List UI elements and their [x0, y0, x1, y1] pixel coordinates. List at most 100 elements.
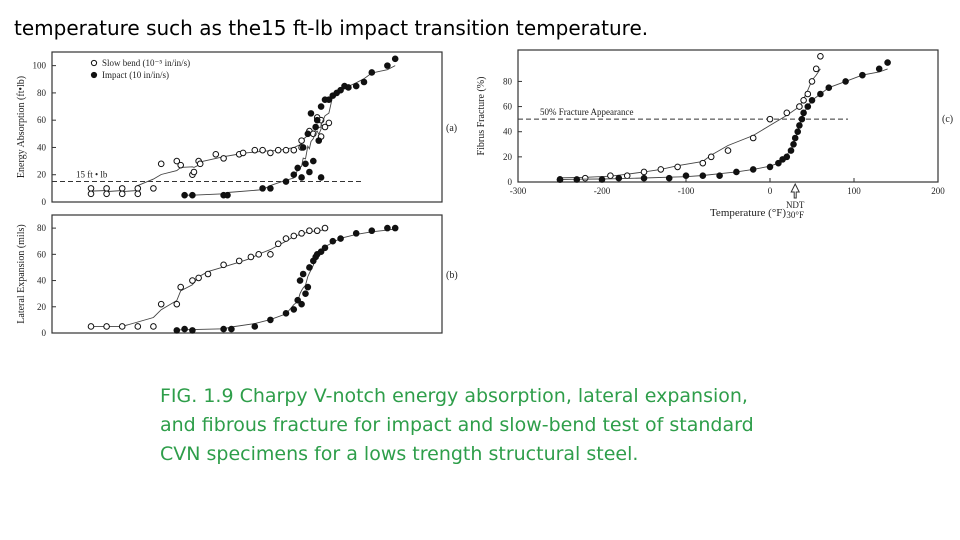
y-tick-label: 80: [37, 223, 47, 233]
slow-bend-point: [325, 119, 333, 127]
slow-bend-point: [313, 227, 321, 235]
slow-bend-point: [134, 185, 142, 192]
slow-bend-point: [321, 123, 329, 131]
impact-point: [800, 109, 807, 117]
threshold-annotation: 15 ft • lb: [76, 170, 108, 180]
slow-bend-point: [173, 157, 181, 165]
slow-bend-point: [298, 137, 305, 144]
impact-point: [384, 62, 391, 69]
impact-point: [790, 140, 797, 148]
y-tick-label: 80: [503, 76, 513, 86]
impact-point: [325, 96, 333, 104]
impact-point: [859, 71, 866, 79]
slow-bend-point: [796, 103, 803, 110]
impact-point: [384, 224, 391, 232]
impact-point: [267, 185, 274, 192]
y-tick-label: 20: [37, 170, 47, 180]
impact-point: [302, 160, 309, 168]
impact-point: [296, 277, 304, 284]
impact-point: [783, 153, 791, 161]
slow-bend-point: [274, 146, 282, 154]
plot-frame: [51, 51, 443, 203]
y-axis-label: Fibrus Fracture (%): [476, 77, 487, 156]
impact-point: [290, 171, 298, 179]
impact-point: [794, 128, 802, 136]
y-axis-label: Lateral Expansion (mils): [16, 224, 27, 323]
impact-point: [173, 327, 181, 334]
threshold-annotation: 50% Fracture Appearance: [540, 107, 633, 117]
slow-bend-point: [150, 185, 157, 192]
impact-point: [317, 248, 325, 256]
slow-bend-point: [783, 109, 791, 117]
slow-bend-point: [274, 240, 282, 248]
impact-point: [337, 86, 344, 94]
impact-point: [749, 166, 757, 173]
impact-point: [368, 227, 376, 235]
impact-point: [682, 172, 690, 180]
y-tick-label: 80: [37, 88, 47, 98]
impact-point: [294, 296, 302, 304]
slow-bend-point: [103, 190, 110, 198]
slow-bend-point: [150, 323, 157, 330]
slow-bend-point: [195, 274, 202, 282]
panel-label: (b): [446, 270, 458, 281]
slow-bend-point: [581, 174, 589, 182]
slow-bend-point: [321, 224, 329, 232]
slow-bend-point: [800, 96, 807, 104]
y-tick-label: 40: [503, 127, 513, 137]
impact-point: [312, 123, 319, 131]
slide-header-text: temperature such as the15 ft-lb impact t…: [14, 16, 649, 40]
impact-point: [640, 174, 648, 182]
legend-entry: Impact (10 in/in/s): [102, 70, 169, 80]
legend-entry: Slow bend (10⁻⁵ in/in/s): [102, 58, 190, 68]
slow-bend-point: [699, 159, 707, 167]
slow-bend-point: [259, 146, 266, 154]
impact-point: [282, 178, 290, 185]
impact-point: [884, 59, 891, 66]
slow-bend-point: [817, 52, 824, 60]
slow-bend-point: [87, 185, 95, 192]
slow-bend-point: [724, 147, 732, 154]
impact-point: [598, 176, 606, 183]
impact-point: [228, 325, 235, 333]
y-tick-label: 60: [37, 249, 47, 259]
slow-bend-point: [282, 235, 290, 242]
impact-point: [556, 176, 564, 183]
impact-point: [302, 290, 309, 297]
impact-point: [391, 224, 399, 232]
slow-bend-point: [298, 230, 305, 237]
impact-point: [294, 164, 302, 172]
slow-bend-point: [118, 185, 126, 192]
slow-bend-point: [103, 323, 110, 330]
y-tick-label: 0: [508, 177, 513, 187]
impact-point: [787, 147, 795, 154]
y-tick-label: 20: [503, 152, 513, 162]
slow-bend-point: [235, 257, 243, 265]
y-tick-label: 40: [37, 276, 47, 286]
impact-point: [808, 96, 816, 104]
impact-point: [307, 110, 315, 117]
slow-bend-point: [189, 277, 196, 284]
impact-point: [181, 191, 188, 199]
impact-point: [259, 185, 266, 192]
impact-point: [220, 325, 227, 333]
slow-bend-point: [306, 227, 313, 235]
impact-point: [321, 244, 329, 252]
slow-bend-point: [157, 160, 165, 168]
impact-point: [573, 176, 581, 183]
y-axis-label: Energy Absorption (ft•lb): [16, 76, 27, 178]
impact-point: [299, 144, 307, 151]
slow-bend-point: [749, 134, 757, 142]
impact-point: [352, 230, 360, 237]
slow-bend-point: [87, 190, 95, 198]
slow-bend-point: [212, 150, 220, 158]
slow-bend-point: [118, 323, 126, 330]
impact-point: [304, 283, 312, 291]
slow-bend-point: [103, 185, 110, 192]
slow-bend-point: [177, 161, 184, 169]
x-tick-label: 100: [847, 186, 861, 196]
slow-bend-point: [196, 160, 204, 168]
impact-point: [224, 191, 231, 199]
impact-point: [368, 69, 376, 76]
